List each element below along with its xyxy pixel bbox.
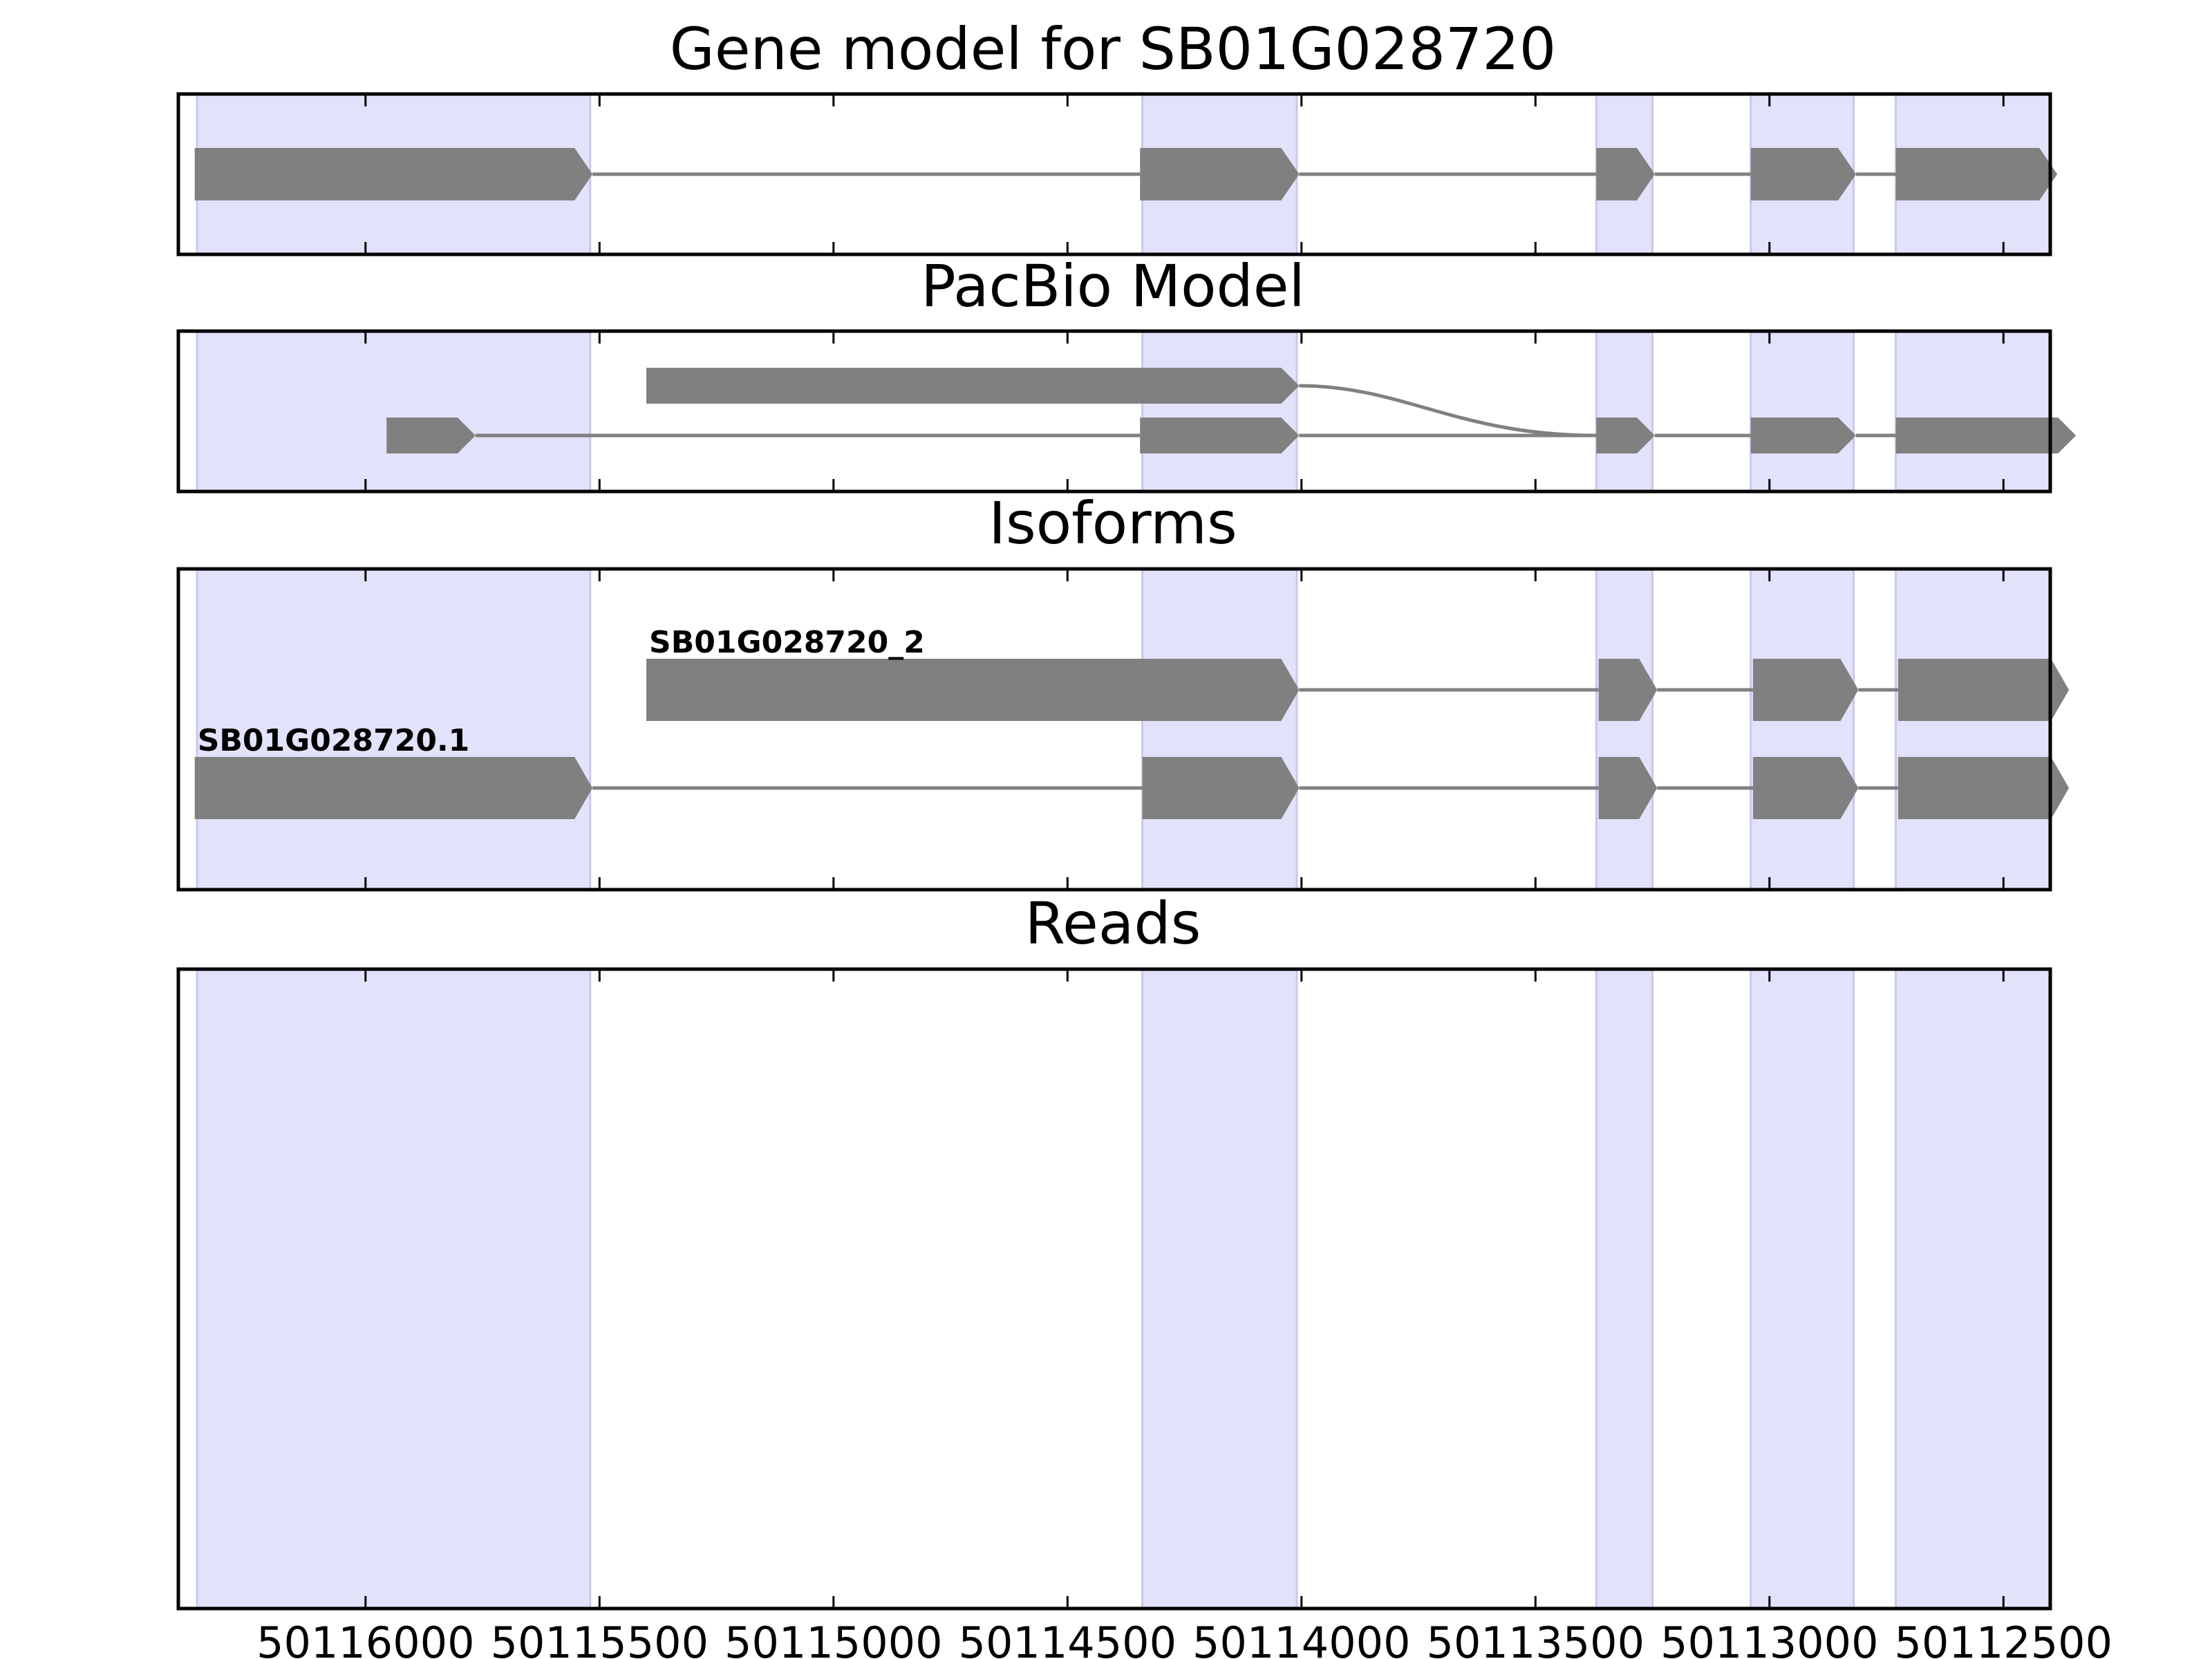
exon: [646, 368, 1300, 404]
exon: [1598, 659, 1658, 721]
x-tick-label: 50114000: [1192, 1618, 1411, 1659]
exon: [1897, 659, 2070, 721]
exon: [1750, 148, 1857, 200]
highlight-region: [1141, 968, 1298, 1610]
exon: [1895, 418, 2077, 453]
highlight-region: [1141, 568, 1298, 891]
reads-title: Reads: [1025, 890, 1201, 957]
exon: [1598, 757, 1658, 819]
highlight-region: [1895, 330, 2052, 493]
highlight-region: [1595, 568, 1654, 891]
highlight-region: [1895, 568, 2052, 891]
splice-connector: [1299, 384, 1597, 438]
isoforms-panel: SB01G028720.1 SB01G028720_2: [176, 567, 2070, 892]
x-tick-label: 50114500: [959, 1618, 1177, 1659]
highlight-region: [1750, 568, 1855, 891]
highlight-region: [1750, 968, 1855, 1610]
panel-frame: [176, 967, 2052, 1611]
x-axis-tick-labels: 50116000 50115500 50115000 50114500 5011…: [256, 1618, 2112, 1659]
exon: [1596, 148, 1655, 200]
panel-frame: [176, 92, 2052, 256]
highlight-region: [1141, 330, 1298, 493]
pacbio-model-title: PacBio Model: [921, 252, 1305, 320]
x-tick-label: 50113000: [1660, 1618, 1879, 1659]
isoform-label: SB01G028720.1: [198, 723, 470, 758]
reads-panel: [176, 967, 2052, 1611]
exon: [386, 418, 476, 453]
x-tick-label: 50115000: [724, 1618, 943, 1659]
exon: [194, 148, 593, 200]
panel-frame: [176, 329, 2052, 494]
exon: [1142, 757, 1300, 819]
panel-frame: [176, 567, 2052, 892]
exon: [1140, 148, 1300, 200]
exon: [194, 757, 593, 819]
exon: [1895, 148, 2058, 200]
highlight-region: [196, 568, 592, 891]
highlight-region: [196, 330, 592, 493]
x-tick-label: 50113500: [1427, 1618, 1645, 1659]
highlight-region: [1895, 968, 2052, 1610]
exon: [1753, 659, 1859, 721]
highlight-region: [1750, 330, 1855, 493]
highlight-region: [1595, 968, 1654, 1610]
isoforms-title: Isoforms: [988, 489, 1237, 557]
gene-model-title: Gene model for SB01G028720: [670, 15, 1556, 83]
x-tick-label: 50115500: [491, 1618, 709, 1659]
highlight-region: [1595, 330, 1654, 493]
highlight-region: [196, 968, 592, 1610]
exon: [1596, 418, 1655, 453]
isoform-label: SB01G028720_2: [649, 625, 925, 660]
exon: [1753, 757, 1859, 819]
pacbio-model-panel: [176, 329, 2077, 494]
x-tick-label: 50116000: [256, 1618, 475, 1659]
exon: [1897, 757, 2070, 819]
exon: [1750, 418, 1857, 453]
x-tick-label: 50112500: [1895, 1618, 2113, 1659]
exon: [1140, 418, 1300, 453]
exon: [646, 659, 1300, 721]
gene-model-panel: [176, 92, 2058, 256]
